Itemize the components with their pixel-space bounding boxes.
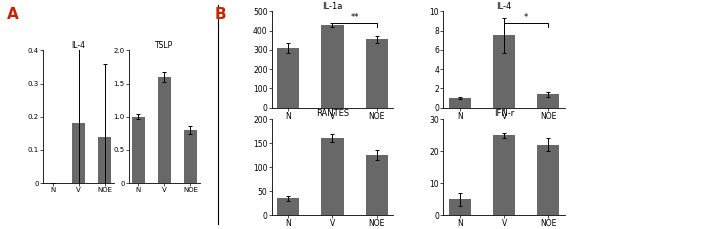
Text: B: B [214, 7, 226, 22]
Title: TSLP: TSLP [155, 41, 174, 50]
Bar [277, 48, 300, 108]
Bar [277, 198, 300, 215]
Bar [449, 98, 471, 108]
Title: IL-4: IL-4 [496, 2, 512, 11]
Bar [493, 135, 515, 215]
Bar [158, 77, 171, 183]
Bar [132, 117, 145, 183]
Text: A: A [7, 7, 19, 22]
Bar [322, 25, 343, 108]
Title: IFN-r: IFN-r [494, 109, 514, 118]
Bar [537, 94, 559, 108]
Bar [365, 39, 388, 108]
Bar [72, 123, 85, 183]
Bar [184, 130, 197, 183]
Bar [98, 137, 111, 183]
Bar [322, 138, 343, 215]
Bar [365, 155, 388, 215]
Text: *: * [524, 13, 528, 22]
Text: **: ** [350, 13, 359, 22]
Bar [449, 199, 471, 215]
Bar [537, 145, 559, 215]
Title: IL-1a: IL-1a [322, 2, 342, 11]
Title: RANTES: RANTES [316, 109, 349, 118]
Title: IL-4: IL-4 [72, 41, 86, 50]
Bar [493, 35, 515, 108]
